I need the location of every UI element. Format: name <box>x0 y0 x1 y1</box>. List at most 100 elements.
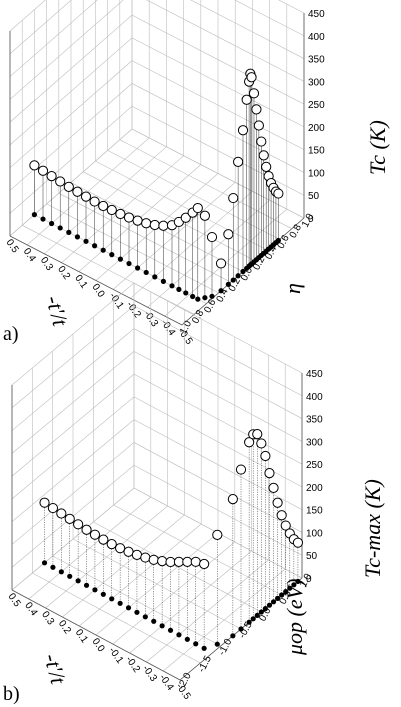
data-point <box>256 438 267 449</box>
data-point <box>46 171 57 182</box>
floor-projection-point <box>190 293 196 300</box>
data-point <box>158 220 169 231</box>
floor-projection-point <box>31 212 37 218</box>
data-point <box>63 181 74 192</box>
floor-projection-point <box>262 606 268 612</box>
back-wall-gridline <box>133 305 303 397</box>
panel-a-y-label: η <box>280 283 305 294</box>
floor-projection-point <box>230 277 236 283</box>
z-tick-label: 400 <box>308 32 325 43</box>
box-edge <box>11 589 181 681</box>
data-point <box>106 539 117 550</box>
panel-a-points <box>29 68 284 269</box>
data-point <box>192 202 203 214</box>
data-point <box>132 215 143 226</box>
floor-projection-point <box>117 600 123 606</box>
floor-projection-point <box>134 609 140 615</box>
data-point <box>55 176 66 187</box>
left-wall-gridline <box>11 328 135 431</box>
z-tick-label: 50 <box>308 191 320 202</box>
data-point <box>115 543 126 554</box>
data-point <box>115 208 126 220</box>
floor-projection-point <box>295 578 301 585</box>
left-wall-gridline <box>9 60 133 168</box>
z-tick-label: 0 <box>308 214 314 225</box>
left-wall-gridline <box>11 282 135 386</box>
data-point <box>244 437 255 448</box>
left-wall-gridline <box>11 305 135 409</box>
floor-projection-point <box>225 281 231 287</box>
data-point <box>98 200 109 212</box>
floor-gridline <box>22 225 195 315</box>
floor-gridline <box>58 192 231 283</box>
data-point <box>157 556 168 567</box>
x-tick-label: -0.3 <box>140 663 159 684</box>
data-point <box>72 186 83 197</box>
z-tick-label: 100 <box>308 168 325 179</box>
data-point <box>64 513 75 525</box>
data-point <box>235 464 247 475</box>
floor-projection-point <box>160 278 166 284</box>
data-point <box>149 219 160 231</box>
panel-a-x-label: -t'/t <box>41 293 73 330</box>
data-point <box>264 467 275 479</box>
data-point <box>81 524 92 535</box>
panel-a-drops <box>34 73 279 300</box>
data-point <box>98 534 109 545</box>
data-point <box>256 136 267 147</box>
floor-projection-point <box>92 243 98 249</box>
data-point <box>273 188 284 199</box>
data-point <box>276 510 287 521</box>
floor-projection-point <box>266 602 273 608</box>
y-tick-label: -2.0 <box>176 671 194 692</box>
floor-projection-point <box>66 229 72 235</box>
floor-gridline <box>32 572 201 664</box>
x-tick-label: -0.2 <box>124 300 143 321</box>
floor-projection-point <box>50 564 56 570</box>
floor-projection-point <box>41 560 48 566</box>
z-tick-label: 50 <box>306 551 318 562</box>
data-point <box>206 231 218 243</box>
floor-projection-point <box>250 616 256 622</box>
data-point <box>140 552 151 563</box>
floor-projection-point <box>201 645 207 651</box>
left-wall-gridline <box>11 351 135 454</box>
z-tick-label: 300 <box>308 77 325 88</box>
back-wall-gridline <box>133 419 303 510</box>
y-tick-label: -0.5 <box>237 620 255 641</box>
left-wall-gridline <box>11 419 135 522</box>
left-wall-gridline <box>11 396 135 500</box>
floor-projection-point <box>230 633 236 639</box>
floor-projection-point <box>159 623 165 629</box>
floor-projection-point <box>184 636 190 642</box>
floor-projection-point <box>142 614 148 620</box>
data-point <box>80 191 92 202</box>
data-point <box>246 72 257 83</box>
floor-gridline <box>119 139 292 229</box>
data-point <box>223 229 234 240</box>
floor-gridline <box>113 504 282 596</box>
data-point <box>227 494 238 505</box>
data-point <box>251 104 262 115</box>
floor-projection-point <box>214 641 220 647</box>
data-point <box>123 212 135 223</box>
z-tick-label: 200 <box>306 483 323 494</box>
floor-projection-point <box>75 578 81 584</box>
z-tick-label: 450 <box>306 369 323 380</box>
floor-projection-point <box>109 252 115 258</box>
z-tick-label: 250 <box>308 100 325 111</box>
left-wall-gridline <box>11 442 135 545</box>
floor-projection-point <box>195 296 201 302</box>
floor-projection-point <box>176 286 182 292</box>
floor-projection-point <box>83 582 90 588</box>
floor-projection-point <box>125 605 132 611</box>
data-point <box>182 556 193 567</box>
panel-b-z-label: Tc-max (K) <box>360 479 385 578</box>
floor-projection-point <box>143 269 149 276</box>
floor-projection-point <box>218 288 224 294</box>
floor-gridline <box>83 171 256 262</box>
floor-projection-point <box>209 293 215 299</box>
floor-projection-point <box>240 268 246 275</box>
back-wall-gridline <box>234 0 305 37</box>
back-wall-gridline <box>133 282 303 374</box>
